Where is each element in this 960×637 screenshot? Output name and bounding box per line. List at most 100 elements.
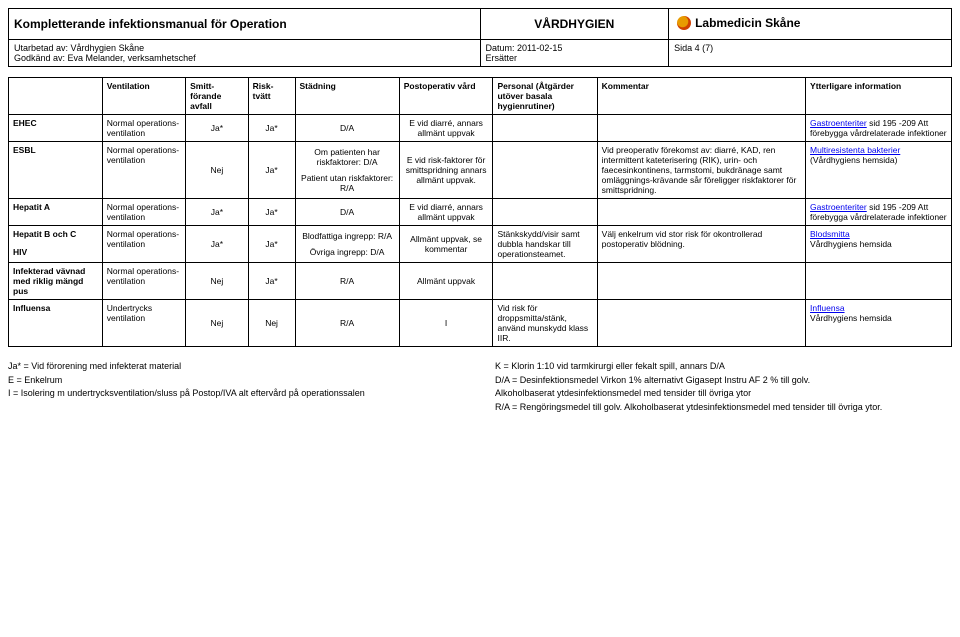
disease-name: Influensa [9, 300, 103, 347]
cell-risk: Ja* [248, 115, 295, 142]
disease-name: Hepatit B och C HIV [9, 226, 103, 263]
cell-risk: Ja* [248, 142, 295, 199]
cell-personal [493, 115, 597, 142]
cell-personal [493, 263, 597, 300]
footnotes: Ja* = Vid förorening med infekterat mate… [8, 359, 952, 416]
header-replaces: Ersätter [486, 53, 664, 63]
table-row: EHEC Normal operations-ventilation Ja* J… [9, 115, 952, 142]
th-stadning: Städning [295, 78, 399, 115]
cell-ventilation: Normal operations-ventilation [102, 199, 185, 226]
header-approved-by: Godkänd av: Eva Melander, verksamhetsche… [14, 53, 475, 63]
info-text: Vårdhygiens hemsida [810, 313, 892, 323]
link-gastroenteriter[interactable]: Gastroenteriter [810, 118, 867, 128]
cell-stad: R/A [295, 263, 399, 300]
cell-kommentar: Välj enkelrum vid stor risk för okontrol… [597, 226, 805, 263]
th-smittforande: Smitt-förande avfall [186, 78, 249, 115]
cell-ventilation: Normal operations-ventilation [102, 263, 185, 300]
cell-info: Influensa Vårdhygiens hemsida [806, 300, 952, 347]
footnote-i: I = Isolering m undertrycksventilation/s… [8, 388, 465, 400]
cell-kommentar [597, 300, 805, 347]
header-authors: Utarbetad av: Vårdhygien Skåne Godkänd a… [9, 40, 481, 67]
cell-risk: Ja* [248, 199, 295, 226]
cell-info: Gastroenteriter sid 195 -209 Att förebyg… [806, 115, 952, 142]
table-row: Influensa Undertrycks ventilation Nej Ne… [9, 300, 952, 347]
link-influensa[interactable]: Influensa [810, 303, 845, 313]
header-page: Sida 4 (7) [669, 40, 952, 67]
table-row: Hepatit B och C HIV Normal operations-ve… [9, 226, 952, 263]
infection-manual-table: Ventilation Smitt-förande avfall Risk-tv… [8, 77, 952, 347]
cell-info: Multiresistenta bakterier (Vårdhygiens h… [806, 142, 952, 199]
cell-risk: Nej [248, 300, 295, 347]
cell-kommentar [597, 115, 805, 142]
info-text: Vårdhygiens hemsida [810, 239, 892, 249]
th-personal: Personal (Åtgärder utöver basala hygienr… [493, 78, 597, 115]
disease-name: Infekterad vävnad med riklig mängd pus [9, 263, 103, 300]
th-disease [9, 78, 103, 115]
cell-info: Gastroenteriter sid 195 -209 Att förebyg… [806, 199, 952, 226]
table-row: Hepatit A Normal operations-ventilation … [9, 199, 952, 226]
cell-stad: D/A [295, 115, 399, 142]
cell-kommentar [597, 263, 805, 300]
cell-ventilation: Undertrycks ventilation [102, 300, 185, 347]
cell-ventilation: Normal operations-ventilation [102, 115, 185, 142]
header-brand: Labmedicin Skåne [669, 9, 952, 40]
link-multiresistenta[interactable]: Multiresistenta bakterier [810, 145, 900, 155]
disease-hepbc: Hepatit B och C [13, 229, 98, 239]
header-date-block: Datum: 2011-02-15 Ersätter [480, 40, 669, 67]
link-blodsmitta[interactable]: Blodsmitta [810, 229, 850, 239]
cell-postop: E vid diarré, annars allmänt uppvak [399, 115, 493, 142]
footnote-da: D/A = Desinfektionsmedel Virkon 1% alter… [495, 375, 952, 387]
table-row: ESBL Normal operations-ventilation Nej J… [9, 142, 952, 199]
stad-line-2: Övriga ingrepp: D/A [300, 247, 395, 257]
brand-name: Labmedicin Skåne [695, 16, 800, 30]
cell-stad: D/A [295, 199, 399, 226]
document-header: Kompletterande infektionsmanual för Oper… [8, 8, 952, 67]
footnote-alkohol: Alkoholbaserat ytdesinfektionsmedel med … [495, 388, 952, 400]
cell-smitt: Nej [186, 263, 249, 300]
stad-line-2: Patient utan riskfaktorer: R/A [300, 173, 395, 193]
th-kommentar: Kommentar [597, 78, 805, 115]
cell-kommentar: Vid preoperativ förekomst av: diarré, KA… [597, 142, 805, 199]
cell-personal [493, 142, 597, 199]
footnotes-left: Ja* = Vid förorening med infekterat mate… [8, 359, 465, 416]
cell-risk: Ja* [248, 263, 295, 300]
header-prepared-by: Utarbetad av: Vårdhygien Skåne [14, 43, 475, 53]
brand-logo-icon [677, 16, 691, 30]
disease-name: Hepatit A [9, 199, 103, 226]
cell-smitt: Nej [186, 300, 249, 347]
header-title: Kompletterande infektionsmanual för Oper… [9, 9, 481, 40]
cell-stad: Blodfattiga ingrepp: R/A Övriga ingrepp:… [295, 226, 399, 263]
cell-info [806, 263, 952, 300]
th-risktvatt: Risk-tvätt [248, 78, 295, 115]
cell-stad: Om patienten har riskfaktorer: D/A Patie… [295, 142, 399, 199]
stad-line-1: Blodfattiga ingrepp: R/A [300, 231, 395, 241]
cell-postop: E vid risk-faktorer för smittspridning a… [399, 142, 493, 199]
footnote-ra: R/A = Rengöringsmedel till golv. Alkohol… [495, 402, 952, 414]
header-date: Datum: 2011-02-15 [486, 43, 664, 53]
disease-name: ESBL [9, 142, 103, 199]
cell-postop: I [399, 300, 493, 347]
cell-risk: Ja* [248, 226, 295, 263]
disease-hiv: HIV [13, 247, 98, 257]
cell-personal [493, 199, 597, 226]
cell-ventilation: Normal operations-ventilation [102, 226, 185, 263]
cell-smitt: Ja* [186, 115, 249, 142]
cell-postop: E vid diarré, annars allmänt uppvak [399, 199, 493, 226]
footnote-ja: Ja* = Vid förorening med infekterat mate… [8, 361, 465, 373]
info-text: (Vårdhygiens hemsida) [810, 155, 897, 165]
cell-personal: Stänkskydd/visir samt dubbla handskar ti… [493, 226, 597, 263]
cell-stad: R/A [295, 300, 399, 347]
table-header-row: Ventilation Smitt-förande avfall Risk-tv… [9, 78, 952, 115]
cell-personal: Vid risk för droppsmitta/stänk, använd m… [493, 300, 597, 347]
footnotes-right: K = Klorin 1:10 vid tarmkirurgi eller fe… [495, 359, 952, 416]
footnote-k: K = Klorin 1:10 vid tarmkirurgi eller fe… [495, 361, 952, 373]
cell-postop: Allmänt uppvak, se kommentar [399, 226, 493, 263]
cell-smitt: Ja* [186, 226, 249, 263]
th-ventilation: Ventilation [102, 78, 185, 115]
th-ytterligare-info: Ytterligare information [806, 78, 952, 115]
footnote-e: E = Enkelrum [8, 375, 465, 387]
header-department: VÅRDHYGIEN [480, 9, 669, 40]
cell-ventilation: Normal operations-ventilation [102, 142, 185, 199]
disease-name: EHEC [9, 115, 103, 142]
link-gastroenteriter[interactable]: Gastroenteriter [810, 202, 867, 212]
